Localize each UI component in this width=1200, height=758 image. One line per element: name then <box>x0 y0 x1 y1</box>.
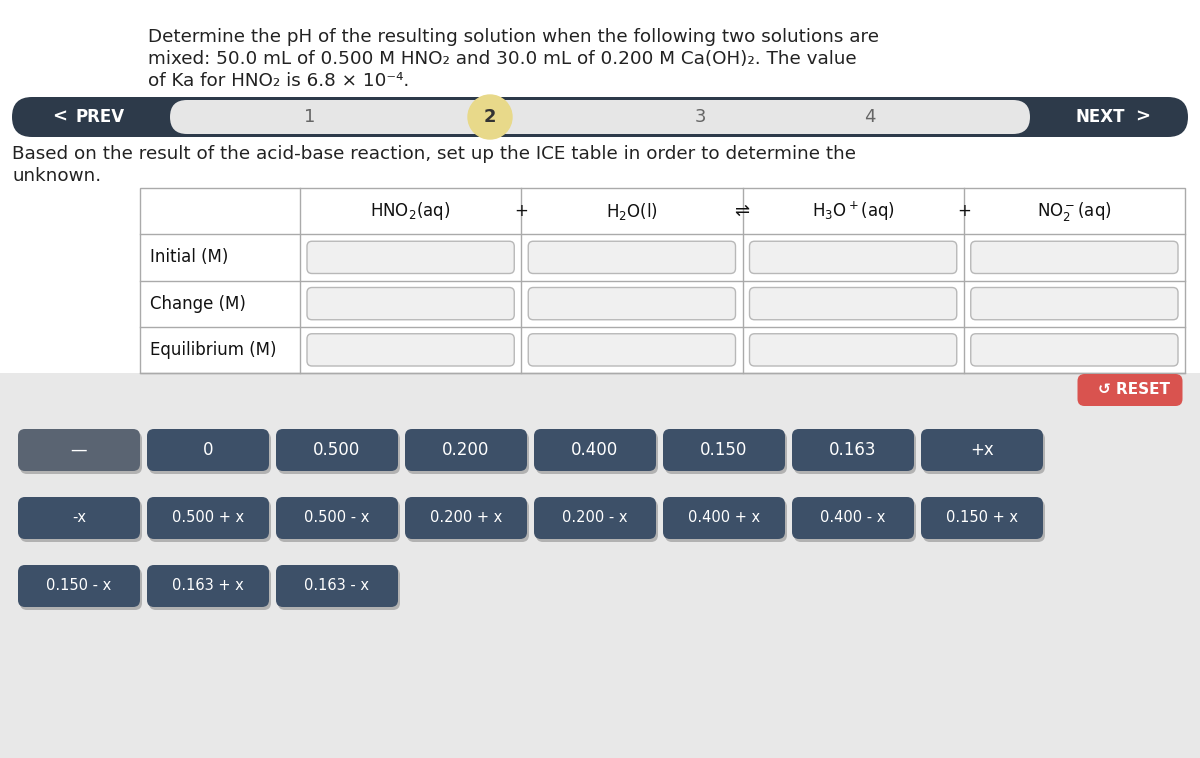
FancyBboxPatch shape <box>278 500 400 542</box>
FancyBboxPatch shape <box>406 497 527 539</box>
Text: $⇌$: $⇌$ <box>734 202 751 220</box>
FancyBboxPatch shape <box>528 241 736 274</box>
Text: Change (M): Change (M) <box>150 295 246 312</box>
Text: 3: 3 <box>695 108 706 126</box>
FancyBboxPatch shape <box>148 497 269 539</box>
Text: 0.500 - x: 0.500 - x <box>305 510 370 525</box>
FancyBboxPatch shape <box>276 497 398 539</box>
FancyBboxPatch shape <box>665 500 787 542</box>
FancyBboxPatch shape <box>794 500 916 542</box>
Text: 0.400 + x: 0.400 + x <box>688 510 760 525</box>
Text: 0.400: 0.400 <box>571 441 619 459</box>
FancyBboxPatch shape <box>407 432 529 474</box>
FancyBboxPatch shape <box>750 287 956 320</box>
FancyBboxPatch shape <box>407 500 529 542</box>
Text: PREV: PREV <box>76 108 125 126</box>
FancyBboxPatch shape <box>20 568 142 610</box>
FancyBboxPatch shape <box>18 429 140 471</box>
FancyBboxPatch shape <box>534 429 656 471</box>
Text: mixed: 50.0 mL of 0.500 M HNO₂ and 30.0 mL of 0.200 M Ca(OH)₂. The value: mixed: 50.0 mL of 0.500 M HNO₂ and 30.0 … <box>148 50 857 68</box>
FancyBboxPatch shape <box>149 500 271 542</box>
FancyBboxPatch shape <box>923 500 1045 542</box>
FancyBboxPatch shape <box>922 429 1043 471</box>
FancyBboxPatch shape <box>406 429 527 471</box>
Text: -x: -x <box>72 510 86 525</box>
FancyBboxPatch shape <box>276 429 398 471</box>
FancyBboxPatch shape <box>971 241 1178 274</box>
Bar <box>0 373 1200 758</box>
FancyBboxPatch shape <box>20 432 142 474</box>
Text: 0.150 - x: 0.150 - x <box>47 578 112 594</box>
Text: 0.500 + x: 0.500 + x <box>172 510 244 525</box>
FancyBboxPatch shape <box>278 568 400 610</box>
Text: of Ka for HNO₂ is 6.8 × 10⁻⁴.: of Ka for HNO₂ is 6.8 × 10⁻⁴. <box>148 72 409 90</box>
Text: 0.400 - x: 0.400 - x <box>821 510 886 525</box>
Text: 0.200: 0.200 <box>443 441 490 459</box>
Text: unknown.: unknown. <box>12 167 101 185</box>
FancyBboxPatch shape <box>750 334 956 366</box>
FancyBboxPatch shape <box>276 565 398 607</box>
FancyBboxPatch shape <box>307 334 515 366</box>
FancyBboxPatch shape <box>148 565 269 607</box>
FancyBboxPatch shape <box>149 432 271 474</box>
Text: +: + <box>515 202 528 220</box>
FancyBboxPatch shape <box>528 287 736 320</box>
FancyBboxPatch shape <box>794 432 916 474</box>
Text: 0.163 + x: 0.163 + x <box>172 578 244 594</box>
Text: Equilibrium (M): Equilibrium (M) <box>150 341 276 359</box>
Circle shape <box>468 95 512 139</box>
Text: Determine the pH of the resulting solution when the following two solutions are: Determine the pH of the resulting soluti… <box>148 28 878 46</box>
Text: 4: 4 <box>864 108 876 126</box>
FancyBboxPatch shape <box>665 432 787 474</box>
Text: Based on the result of the acid-base reaction, set up the ICE table in order to : Based on the result of the acid-base rea… <box>12 145 856 163</box>
FancyBboxPatch shape <box>536 500 658 542</box>
Text: —: — <box>71 441 88 459</box>
FancyBboxPatch shape <box>792 429 914 471</box>
Text: +: + <box>956 202 971 220</box>
Text: NO$_2^-$(aq): NO$_2^-$(aq) <box>1037 199 1111 223</box>
Text: 0.200 - x: 0.200 - x <box>563 510 628 525</box>
FancyBboxPatch shape <box>170 100 1030 134</box>
FancyBboxPatch shape <box>971 287 1178 320</box>
FancyBboxPatch shape <box>792 497 914 539</box>
Text: 2: 2 <box>484 108 497 126</box>
FancyBboxPatch shape <box>1078 374 1182 406</box>
Text: 0.150 + x: 0.150 + x <box>946 510 1018 525</box>
FancyBboxPatch shape <box>750 241 956 274</box>
Text: 0.200 + x: 0.200 + x <box>430 510 502 525</box>
FancyBboxPatch shape <box>662 497 785 539</box>
FancyBboxPatch shape <box>149 568 271 610</box>
FancyBboxPatch shape <box>922 497 1043 539</box>
FancyBboxPatch shape <box>20 500 142 542</box>
Text: 1: 1 <box>305 108 316 126</box>
Text: <: < <box>53 108 67 126</box>
Text: 0.163: 0.163 <box>829 441 877 459</box>
FancyBboxPatch shape <box>18 497 140 539</box>
Text: ↺ RESET: ↺ RESET <box>1098 383 1170 397</box>
Text: +x: +x <box>970 441 994 459</box>
Text: 0.500: 0.500 <box>313 441 361 459</box>
Text: Initial (M): Initial (M) <box>150 249 228 266</box>
FancyBboxPatch shape <box>148 429 269 471</box>
Text: NEXT: NEXT <box>1075 108 1124 126</box>
Text: HNO$_2$(aq): HNO$_2$(aq) <box>371 200 451 222</box>
FancyBboxPatch shape <box>534 497 656 539</box>
FancyBboxPatch shape <box>307 241 515 274</box>
Text: 0.163 - x: 0.163 - x <box>305 578 370 594</box>
FancyBboxPatch shape <box>307 287 515 320</box>
Bar <box>140 188 1186 373</box>
FancyBboxPatch shape <box>662 429 785 471</box>
Text: H$_2$O(l): H$_2$O(l) <box>606 201 658 221</box>
FancyBboxPatch shape <box>12 97 1188 137</box>
Text: H$_3$O$^+$(aq): H$_3$O$^+$(aq) <box>811 199 894 223</box>
FancyBboxPatch shape <box>971 334 1178 366</box>
Text: >: > <box>1135 108 1151 126</box>
FancyBboxPatch shape <box>536 432 658 474</box>
FancyBboxPatch shape <box>528 334 736 366</box>
FancyBboxPatch shape <box>923 432 1045 474</box>
FancyBboxPatch shape <box>278 432 400 474</box>
FancyBboxPatch shape <box>18 565 140 607</box>
Text: 0.150: 0.150 <box>701 441 748 459</box>
Text: 0: 0 <box>203 441 214 459</box>
